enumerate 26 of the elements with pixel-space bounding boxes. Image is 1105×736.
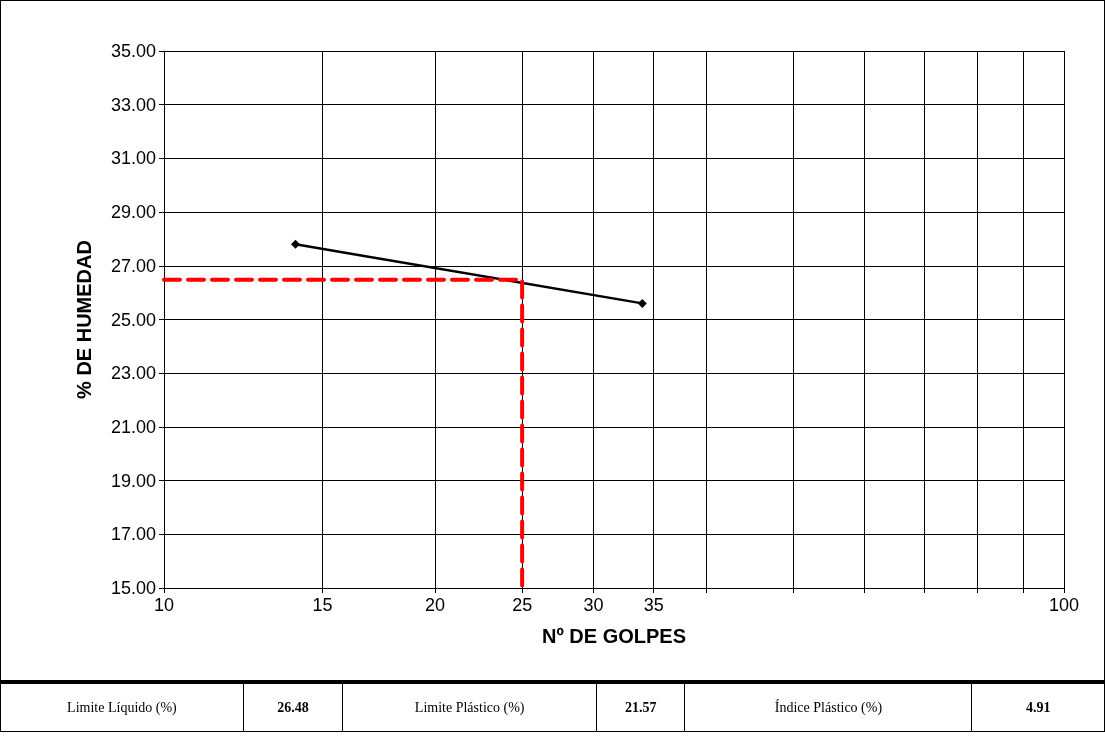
x-tick-label: 35 (643, 595, 664, 615)
y-tick-label: 23.00 (110, 363, 156, 384)
y-tick-label: 15.00 (110, 578, 156, 598)
y-tick-label: 25.00 (110, 309, 156, 330)
text: 26.48 (243, 682, 343, 732)
x-tick-label: 20 (424, 595, 445, 615)
y-tick-label: 29.00 (110, 202, 156, 223)
y-axis-title: % DE HUMEDAD (73, 240, 95, 399)
text: Índice Plástico (%) (684, 682, 972, 732)
x-tick-label: 25 (512, 595, 533, 615)
y-tick-label: 21.00 (110, 416, 156, 437)
y-tick-label: 27.00 (110, 255, 156, 276)
x-tick-label: 30 (583, 595, 604, 615)
text: Limite Líquido (%) (0, 682, 244, 732)
text: 21.57 (596, 682, 685, 732)
x-tick-label: 100 (1048, 595, 1080, 615)
y-tick-label: 33.00 (110, 94, 156, 115)
text: 4.91 (971, 682, 1105, 732)
y-tick-label: 35.00 (110, 41, 156, 61)
x-tick-label: 15 (312, 595, 333, 615)
x-axis-title: Nº DE GOLPES (542, 625, 686, 647)
x-tick-label: 10 (153, 595, 175, 615)
y-tick-label: 19.00 (110, 470, 156, 491)
text: Limite Plástico (%) (342, 682, 597, 732)
y-tick-label: 31.00 (110, 148, 156, 169)
y-tick-label: 17.00 (110, 524, 156, 545)
